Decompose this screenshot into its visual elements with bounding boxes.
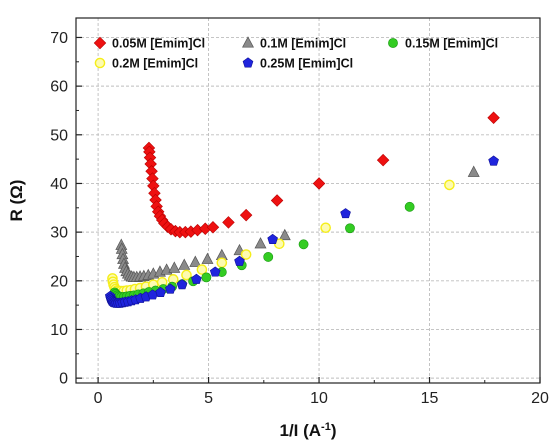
legend-marker bbox=[388, 38, 398, 48]
legend: 0.05M [Emim]Cl 0.1M [Emim]Cl 0.15M [Emim]C… bbox=[93, 36, 498, 71]
y-tick-label: 60 bbox=[50, 79, 68, 96]
y-tick-label: 0 bbox=[59, 371, 68, 388]
data-point bbox=[340, 208, 351, 219]
y-tick-label: 40 bbox=[50, 176, 68, 193]
data-point bbox=[263, 252, 274, 262]
data-point bbox=[278, 228, 291, 241]
data-point bbox=[239, 208, 253, 222]
legend-marker bbox=[93, 36, 107, 50]
data-point bbox=[165, 283, 176, 294]
legend-marker bbox=[242, 57, 254, 68]
x-axis-title-main: 1/I (A bbox=[279, 421, 321, 440]
x-tick-label: 20 bbox=[531, 390, 549, 407]
data-point bbox=[168, 261, 181, 273]
x-tick-label: 15 bbox=[421, 390, 439, 407]
data-point bbox=[298, 239, 309, 250]
data-point bbox=[201, 272, 212, 283]
data-point bbox=[216, 257, 228, 269]
data-point bbox=[209, 266, 221, 277]
x-tick-label: 10 bbox=[310, 390, 328, 407]
x-axis-title-sup: -1 bbox=[321, 421, 331, 433]
legend-label: 0.2M [Emim]Cl bbox=[112, 57, 198, 71]
x-tick-label: 5 bbox=[204, 390, 213, 407]
x-axis-title: 1/I (A-1) bbox=[279, 421, 336, 440]
data-point bbox=[345, 223, 355, 234]
y-axis-title: R (Ω) bbox=[7, 180, 26, 222]
data-point bbox=[404, 201, 415, 212]
series-3 bbox=[107, 179, 455, 297]
legend-label: 0.15M [Emim]Cl bbox=[405, 37, 498, 51]
y-tick-label: 70 bbox=[50, 30, 68, 47]
y-tick-label: 50 bbox=[50, 127, 68, 144]
data-point bbox=[222, 216, 235, 229]
legend-entry: 0.15M [Emim]Cl bbox=[388, 37, 498, 51]
data-point bbox=[488, 155, 499, 166]
data-point bbox=[444, 179, 455, 191]
data-point bbox=[155, 286, 166, 297]
x-axis-title-end: ) bbox=[331, 421, 337, 440]
data-point bbox=[240, 249, 252, 260]
data-point bbox=[206, 221, 220, 234]
data-point bbox=[201, 252, 214, 264]
axes: 0 5 10 15 20 0 10 20 30 40 50 60 70 bbox=[50, 30, 549, 407]
data-point bbox=[267, 233, 278, 244]
data-point bbox=[196, 264, 208, 275]
legend-label: 0.25M [Emim]Cl bbox=[260, 57, 353, 71]
grid-lines bbox=[76, 18, 540, 383]
data-point bbox=[254, 237, 267, 249]
data-point bbox=[234, 255, 245, 266]
legend-entry: 0.1M [Emim]Cl bbox=[242, 36, 346, 51]
data-series bbox=[104, 111, 500, 308]
x-tick-label: 0 bbox=[94, 390, 103, 407]
data-point bbox=[467, 165, 480, 177]
data-point bbox=[191, 273, 202, 284]
data-point bbox=[189, 255, 202, 267]
legend-label: 0.1M [Emim]Cl bbox=[260, 37, 346, 51]
legend-label: 0.05M [Emim]Cl bbox=[112, 37, 205, 51]
y-tick-label: 20 bbox=[50, 273, 68, 290]
legend-marker bbox=[94, 57, 106, 69]
y-tick-label: 30 bbox=[50, 225, 68, 242]
data-point bbox=[176, 279, 188, 290]
data-point bbox=[320, 222, 331, 234]
legend-entry: 0.05M [Emim]Cl bbox=[93, 36, 205, 51]
series-0 bbox=[142, 111, 500, 239]
series-1 bbox=[115, 165, 480, 282]
legend-marker bbox=[242, 36, 254, 48]
data-point bbox=[376, 153, 390, 167]
legend-entry: 0.25M [Emim]Cl bbox=[242, 57, 353, 71]
y-tick-label: 10 bbox=[50, 322, 68, 339]
data-point bbox=[312, 177, 326, 190]
data-point bbox=[270, 194, 284, 207]
legend-entry: 0.2M [Emim]Cl bbox=[94, 57, 198, 71]
data-point bbox=[487, 111, 500, 124]
data-point bbox=[178, 258, 191, 270]
series-4 bbox=[104, 155, 499, 308]
data-point bbox=[181, 269, 192, 281]
plot-frame bbox=[75, 17, 541, 384]
